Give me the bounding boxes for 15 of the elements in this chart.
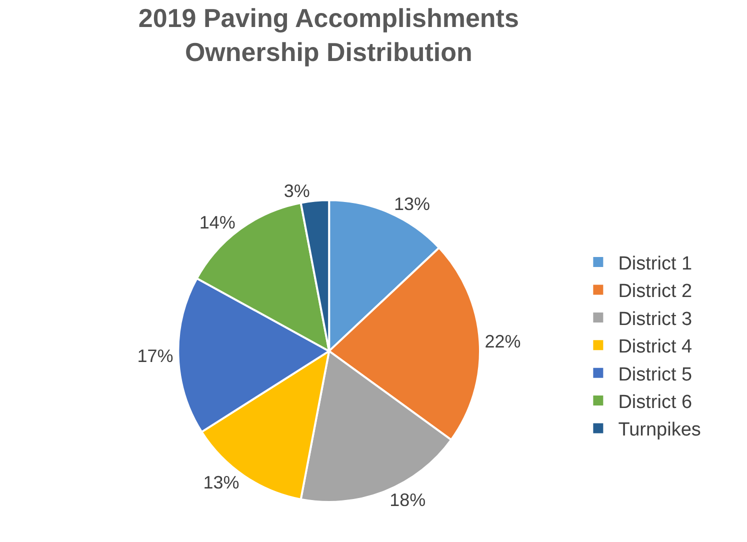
- legend-label: District 2: [618, 281, 692, 302]
- legend-label: District 5: [618, 364, 692, 386]
- legend-label: District 6: [618, 392, 692, 413]
- data-label: 13%: [203, 472, 240, 493]
- legend-label: District 3: [618, 308, 692, 330]
- chart-title: 2019 Paving Accomplishments Ownership Distribution: [138, 3, 519, 67]
- data-label: 3%: [284, 180, 310, 201]
- legend-label: Turnpikes: [618, 420, 701, 441]
- data-label: 14%: [199, 212, 236, 232]
- data-label: 13%: [394, 194, 430, 214]
- data-label: 18%: [390, 490, 426, 510]
- legend-label: District 1: [618, 253, 692, 274]
- data-label: 17%: [137, 346, 174, 366]
- data-label: 22%: [484, 332, 521, 352]
- legend-label: District 4: [618, 336, 693, 358]
